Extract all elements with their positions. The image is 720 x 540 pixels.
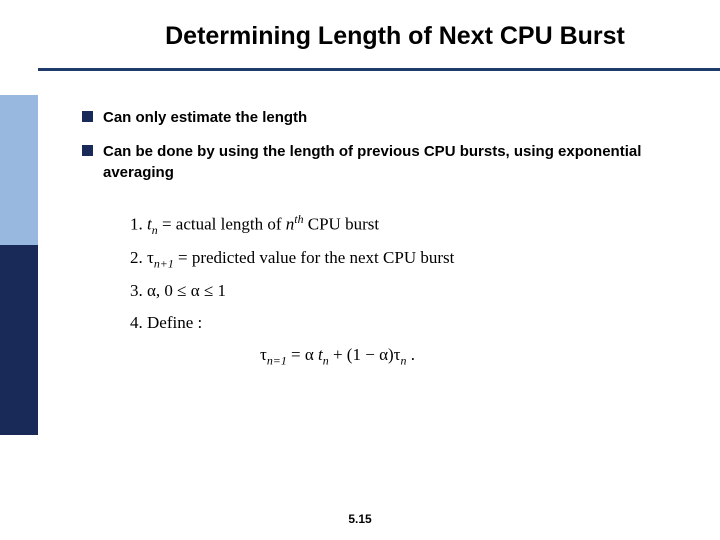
text: . <box>406 345 415 364</box>
title-rule <box>38 68 720 71</box>
sup: th <box>294 212 303 226</box>
sidebar <box>0 95 38 435</box>
bullet-list: Can only estimate the length Can be done… <box>82 108 708 197</box>
text: + (1 − <box>329 345 379 364</box>
text: CPU burst <box>304 215 380 234</box>
bullet-square-icon <box>82 111 93 122</box>
bullet-text: Can be done by using the length of previ… <box>103 142 708 183</box>
formula-line-2: 2. τn+1 = predicted value for the next C… <box>130 242 454 275</box>
eq: = <box>287 345 305 364</box>
text: , 0 ≤ <box>156 281 191 300</box>
num: 4. <box>130 313 147 332</box>
list-item: Can only estimate the length <box>82 108 708 128</box>
sub: n+1 <box>154 256 174 270</box>
num: 2. <box>130 248 147 267</box>
formula-line-4: 4. Define : <box>130 307 454 339</box>
sidebar-accent-top <box>0 95 38 245</box>
formula-line-3: 3. α, 0 ≤ α ≤ 1 <box>130 275 454 307</box>
list-item: Can be done by using the length of previ… <box>82 142 708 183</box>
var: n <box>286 215 295 234</box>
text: = actual length of <box>158 215 286 234</box>
formula-line-5: τn=1 = α tn + (1 − α)τn . <box>130 339 454 372</box>
sym: τ <box>394 345 401 364</box>
sidebar-accent-bottom <box>0 245 38 435</box>
text: Define : <box>147 313 202 332</box>
text: ≤ 1 <box>200 281 226 300</box>
sym: α <box>305 345 314 364</box>
bullet-square-icon <box>82 145 93 156</box>
formula-line-1: 1. tn = actual length of nth CPU burst <box>130 208 454 242</box>
num: 1. <box>130 215 147 234</box>
bullet-text: Can only estimate the length <box>103 108 307 128</box>
text: = predicted value for the next CPU burst <box>174 248 455 267</box>
sym: τ <box>147 248 154 267</box>
num: 3. <box>130 281 147 300</box>
slide-title: Determining Length of Next CPU Burst <box>80 22 710 51</box>
slide-number: 5.15 <box>0 512 720 526</box>
sub: n=1 <box>267 354 287 368</box>
sym: α <box>191 281 200 300</box>
sym: τ <box>260 345 267 364</box>
sym: α <box>147 281 156 300</box>
sym: α <box>379 345 388 364</box>
formula-block: 1. tn = actual length of nth CPU burst 2… <box>130 208 454 372</box>
